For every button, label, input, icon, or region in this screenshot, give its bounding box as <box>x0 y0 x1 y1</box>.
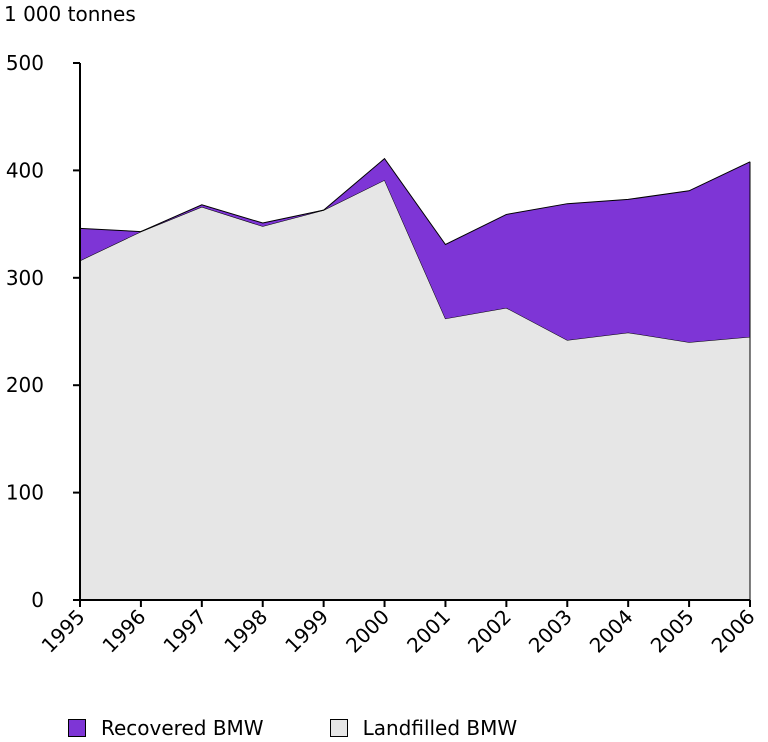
x-tick-label-1998: 1998 <box>219 605 272 658</box>
x-tick-label-2002: 2002 <box>463 605 516 658</box>
y-tick-label-100: 100 <box>6 481 44 505</box>
legend-item-recovered: Recovered BMW <box>68 716 264 740</box>
legend-label-landfilled: Landfilled BMW <box>362 716 518 740</box>
legend-label-recovered: Recovered BMW <box>101 716 264 740</box>
x-tick-label-1999: 1999 <box>280 605 333 658</box>
x-tick-label-2001: 2001 <box>402 605 455 658</box>
y-tick-label-400: 400 <box>6 158 44 182</box>
chart-axes <box>79 63 751 601</box>
chart-areas <box>79 157 751 601</box>
y-tick-label-500: 500 <box>6 51 44 75</box>
x-tick-label-2005: 2005 <box>646 605 699 658</box>
area-series-recovered-bmw <box>80 158 750 343</box>
legend-swatch-landfilled <box>329 719 348 737</box>
y-tick-label-200: 200 <box>6 373 44 397</box>
x-tick-label-1995: 1995 <box>37 605 90 658</box>
x-tick-label-2003: 2003 <box>524 605 577 658</box>
x-tick-label-2006: 2006 <box>707 605 760 658</box>
area-series-landfilled-bmw <box>80 180 750 601</box>
x-tick-label-1997: 1997 <box>158 605 211 658</box>
line-series-recovered-bmw <box>79 157 751 246</box>
x-tick-label-2004: 2004 <box>585 605 638 658</box>
legend-swatch-recovered <box>68 719 86 737</box>
y-tick-label-0: 0 <box>31 588 44 612</box>
legend-item-landfilled: Landfilled BMW <box>329 716 518 740</box>
y-axis-unit-label: 1 000 tonnes <box>4 2 136 26</box>
chart-legend: Recovered BMW Landfilled BMW <box>68 716 583 740</box>
x-tick-label-1996: 1996 <box>97 605 150 658</box>
x-tick-label-2000: 2000 <box>341 605 394 658</box>
y-tick-label-300: 300 <box>6 266 44 290</box>
